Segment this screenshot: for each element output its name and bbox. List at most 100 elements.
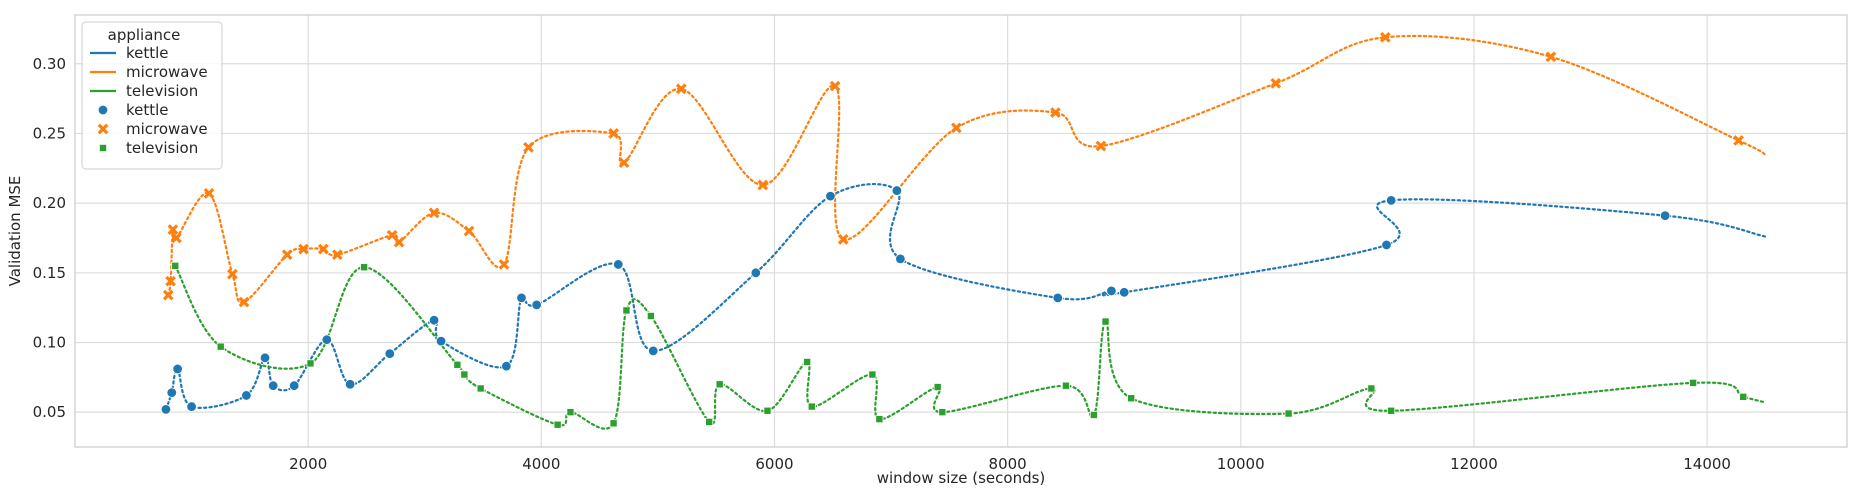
kettle-legend-marker-swatch: [97, 104, 109, 116]
kettle-series-line: [164, 183, 1767, 411]
microwave-data-point: [227, 268, 238, 280]
kettle-data-point: [267, 380, 279, 391]
kettle-data-point: [648, 345, 659, 357]
kettle-data-point: [825, 190, 836, 202]
x-tick-label: 14000: [1683, 455, 1731, 473]
y-axis-label: Validation MSE: [6, 176, 24, 287]
legend-title: appliance: [108, 26, 181, 44]
television-data-point: [1387, 406, 1396, 415]
kettle-data-point: [1385, 195, 1397, 206]
microwave-data-point: [1095, 140, 1107, 152]
kettle-data-point: [516, 292, 527, 304]
tick-labels-layer: 2000 4000 6000 8000 10000 12000 14000 0.05 0.10 0…: [33, 55, 1731, 473]
microwave-legend-marker-label: microwave: [126, 120, 208, 138]
television-data-point: [1689, 378, 1698, 387]
microwave-data-point: [393, 236, 405, 248]
television-data-point: [360, 263, 369, 272]
television-series-line: [174, 264, 1767, 430]
microwave-series-line: [167, 34, 1767, 304]
microwave-data-point: [298, 243, 309, 255]
kettle-data-point: [750, 267, 762, 279]
microwave-data-point: [171, 232, 182, 244]
microwave-data-point: [829, 80, 841, 92]
television-data-point: [171, 261, 180, 270]
television-data-point: [715, 380, 724, 389]
microwave-data-point: [1380, 31, 1391, 43]
plot-frame: [74, 14, 1848, 448]
microwave-data-point: [331, 249, 343, 261]
kettle-data-point: [344, 379, 356, 390]
microwave-data-point: [238, 296, 250, 308]
microwave-data-point: [837, 234, 849, 245]
television-data-point: [938, 408, 947, 417]
y-tick-label: 0.25: [33, 124, 66, 142]
television-data-point: [933, 383, 942, 392]
television-data-point: [622, 306, 631, 315]
television-data-point: [306, 359, 315, 368]
y-tick-label: 0.20: [33, 194, 66, 212]
series-lines-layer: [164, 34, 1767, 430]
kettle-legend-marker-label: kettle: [126, 101, 169, 119]
series-markers-layer: [160, 31, 1748, 429]
television-data-point: [803, 357, 812, 366]
television-data-point: [1101, 317, 1110, 326]
television-data-point: [216, 342, 225, 351]
microwave-legend-line-label: microwave: [126, 63, 208, 81]
television-data-point: [609, 419, 618, 428]
kettle-data-point: [259, 352, 271, 364]
kettle-data-point: [613, 259, 624, 270]
television-data-point: [807, 402, 816, 411]
television-data-point: [1284, 409, 1293, 418]
kettle-data-point: [1052, 292, 1063, 304]
microwave-data-point: [281, 249, 293, 261]
kettle-data-point: [166, 387, 177, 398]
kettle-data-point: [891, 185, 903, 196]
kettle-data-point: [241, 390, 252, 401]
legend: appliance kettlemicrowavetelevisionkettl…: [81, 21, 223, 170]
television-data-point: [1739, 392, 1748, 401]
kettle-data-point: [1381, 239, 1392, 251]
y-tick-label: 0.05: [33, 403, 66, 421]
television-data-point: [763, 406, 772, 415]
legend-box: [81, 21, 223, 170]
microwave-data-point: [167, 224, 179, 235]
television-data-point: [868, 370, 877, 379]
microwave-data-point: [203, 188, 215, 199]
kettle-data-point: [384, 348, 395, 359]
television-data-point: [453, 360, 462, 369]
x-tick-label: 2000: [289, 455, 327, 473]
microwave-data-point: [523, 142, 534, 153]
x-axis-label: window size (seconds): [877, 469, 1046, 487]
microwave-data-point: [1733, 135, 1744, 146]
kettle-data-point: [428, 314, 440, 326]
kettle-data-point: [1659, 210, 1671, 221]
television-data-point: [646, 312, 655, 321]
y-tick-label: 0.10: [33, 333, 66, 351]
microwave-data-point: [1545, 51, 1557, 63]
kettle-legend-line-label: kettle: [126, 44, 169, 62]
television-data-point: [460, 370, 469, 379]
microwave-data-point: [165, 275, 176, 287]
television-data-point: [1089, 410, 1098, 419]
kettle-data-point: [1106, 285, 1117, 297]
microwave-data-point: [1270, 77, 1282, 89]
television-data-point: [1367, 384, 1376, 393]
kettle-data-point: [1119, 287, 1130, 298]
microwave-data-point: [317, 243, 329, 255]
television-data-point: [566, 408, 575, 417]
x-tick-label: 6000: [755, 455, 793, 473]
grid-layer: [75, 15, 1847, 447]
kettle-data-point: [186, 401, 197, 412]
kettle-data-point: [172, 363, 183, 375]
microwave-data-point: [463, 225, 475, 237]
television-legend-marker-label: television: [126, 139, 198, 157]
microwave-data-point: [618, 157, 630, 169]
television-legend-line-label: television: [126, 82, 198, 100]
television-data-point: [476, 384, 485, 393]
microwave-data-point: [162, 289, 174, 301]
kettle-data-point: [895, 253, 906, 265]
x-tick-label: 8000: [989, 455, 1027, 473]
kettle-data-point: [501, 360, 512, 372]
microwave-data-point: [428, 207, 440, 219]
